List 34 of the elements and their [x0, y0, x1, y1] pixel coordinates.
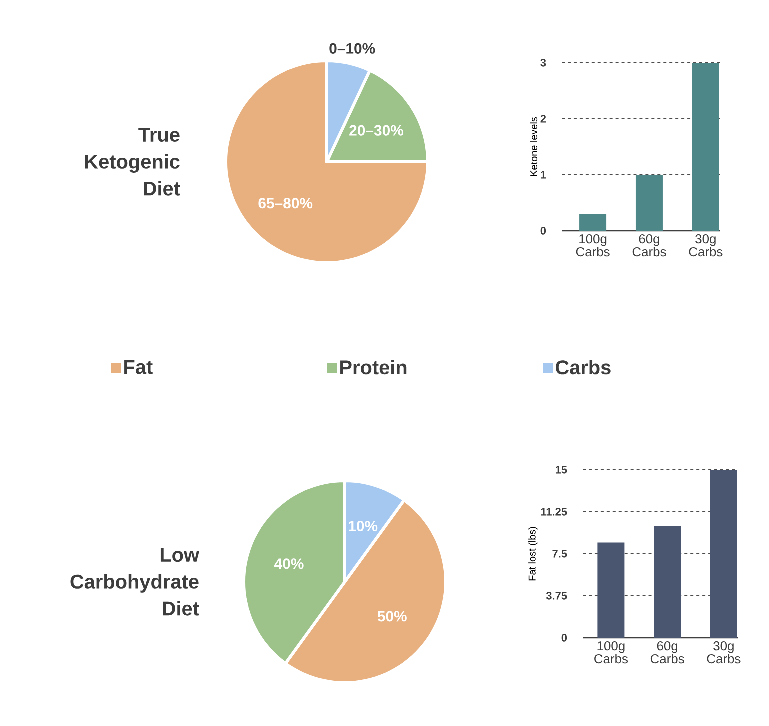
y-tick-label: 3.75: [546, 592, 568, 600]
text: Low Carbohydrate Diet: [70, 548, 200, 616]
x-tick-label: 100g Carbs: [576, 234, 610, 257]
x-tick-label: 100g Carbs: [594, 642, 628, 664]
y-tick-label: 0: [562, 634, 568, 642]
y-tick-label: 11.25: [541, 508, 568, 516]
text: True Ketogenic Diet: [85, 128, 180, 196]
bar: [710, 470, 738, 638]
x-tick-label: 30g Carbs: [689, 234, 723, 257]
y-tick-label: 1: [541, 171, 546, 179]
x-tick-label: 30g Carbs: [707, 642, 741, 664]
legend-label: Fat: [124, 360, 153, 374]
legend-label: Protein: [340, 360, 407, 375]
bar: [692, 62, 720, 231]
data-label: 50%: [378, 611, 407, 622]
y-tick-label: 7.5: [552, 550, 568, 558]
y-axis-title: Ketone levels: [530, 117, 538, 176]
bar: [636, 174, 663, 231]
text: 20–30%: [350, 125, 404, 136]
y-tick-label: 15: [556, 466, 568, 474]
bar: [654, 526, 682, 638]
y-tick-label: 2: [540, 115, 546, 123]
legend-label: Carbs: [556, 360, 611, 375]
x-tick-label: 60g Carbs: [650, 642, 684, 664]
text: 0–10%: [330, 43, 376, 54]
y-axis-title: Fat lost (lbs): [528, 527, 538, 581]
y-tick-label: 0: [540, 227, 546, 235]
data-label: 10%: [349, 520, 378, 532]
bar: [580, 214, 607, 231]
text: 65–80%: [258, 198, 313, 209]
data-label: 40%: [274, 558, 304, 570]
y-tick-label: 3: [540, 59, 546, 67]
x-tick-label: 60g Carbs: [632, 234, 666, 257]
bar: [598, 542, 625, 638]
